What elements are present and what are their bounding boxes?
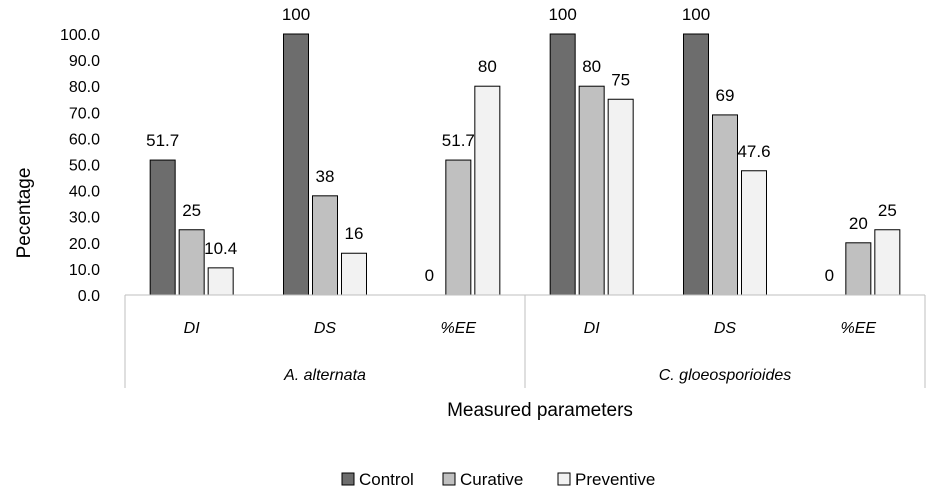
- bar-control-0: [149, 159, 176, 296]
- data-label-preventive-4: 47.6: [737, 142, 770, 161]
- data-label-control-5: 0: [825, 266, 834, 285]
- bar-preventive-0: [207, 267, 234, 296]
- legend-swatch-curative: [442, 472, 456, 486]
- x-category-label: DI: [184, 320, 201, 337]
- data-label-preventive-1: 16: [345, 224, 364, 243]
- x-category-label: DS: [314, 320, 337, 337]
- bar-control-4: [683, 33, 709, 296]
- y-tick-label: 10.0: [69, 262, 100, 279]
- data-label-preventive-0: 10.4: [204, 239, 237, 258]
- y-tick-label: 20.0: [69, 236, 100, 253]
- x-group-label: C. gloeosporioides: [659, 367, 792, 384]
- y-tick-label: 50.0: [69, 158, 100, 175]
- y-tick-label: 80.0: [69, 79, 100, 96]
- x-category-label: DI: [584, 320, 601, 337]
- bar-curative-3: [578, 85, 605, 296]
- bar-curative-5: [845, 242, 872, 296]
- bar-control-1: [283, 33, 309, 296]
- y-tick-label: 60.0: [69, 131, 100, 148]
- legend-swatch-control: [341, 472, 355, 486]
- data-label-curative-1: 38: [316, 167, 335, 186]
- data-label-curative-2: 51.7: [442, 131, 475, 150]
- bar-curative-0: [178, 229, 205, 296]
- bar-preventive-2: [474, 85, 501, 296]
- bar-preventive-1: [341, 252, 367, 296]
- bar-curative-1: [312, 195, 338, 296]
- data-label-control-4: 100: [682, 5, 710, 24]
- x-category-label: DS: [714, 320, 737, 337]
- y-axis-ticks: 0.0 10.0 20.0 30.0 40.0 50.0 60.0 70.0 80.0 90.0 1…: [60, 27, 100, 305]
- data-label-control-0: 51.7: [146, 131, 179, 150]
- bar-control-3: [549, 33, 576, 296]
- legend-label-curative: Curative: [460, 470, 523, 489]
- x-axis: DI DS %EE DI DS %EE A. alternata C. gloeosporio…: [124, 294, 926, 388]
- y-tick-label: 40.0: [69, 184, 100, 201]
- data-label-curative-0: 25: [182, 201, 201, 220]
- data-label-curative-3: 80: [582, 57, 601, 76]
- legend-label-preventive: Preventive: [575, 470, 655, 489]
- x-axis-title: Measured parameters: [447, 400, 633, 421]
- y-tick-label: 70.0: [69, 105, 100, 122]
- x-category-label: %EE: [441, 320, 477, 337]
- bar-preventive-3: [607, 98, 634, 296]
- legend-label-control: Control: [359, 470, 414, 489]
- bar-curative-4: [712, 114, 738, 296]
- data-label-control-2: 0: [425, 266, 434, 285]
- bar-curative-2: [445, 159, 472, 296]
- y-tick-label: 90.0: [69, 53, 100, 70]
- data-label-preventive-3: 75: [611, 70, 630, 89]
- x-group-label: A. alternata: [283, 367, 366, 384]
- data-labels: 51.7 100 0 100 100 0 25 38 51.7 80 69 20 10.4 16 80 75 4…: [146, 5, 897, 285]
- bar-preventive-4: [741, 170, 767, 296]
- data-label-preventive-5: 25: [878, 201, 897, 220]
- y-tick-label: 30.0: [69, 210, 100, 227]
- data-label-curative-5: 20: [849, 214, 868, 233]
- bars: [149, 33, 901, 296]
- x-category-label: %EE: [841, 320, 877, 337]
- legend: Control Curative Preventive: [341, 470, 655, 489]
- data-label-curative-4: 69: [716, 86, 735, 105]
- data-label-preventive-2: 80: [478, 57, 497, 76]
- y-tick-label: 100.0: [60, 27, 100, 44]
- y-tick-label: 0.0: [78, 288, 100, 305]
- data-label-control-1: 100: [282, 5, 310, 24]
- bar-preventive-5: [874, 229, 901, 296]
- legend-swatch-preventive: [557, 472, 571, 486]
- data-label-control-3: 100: [548, 5, 576, 24]
- y-axis-title: Pecentage: [14, 168, 35, 259]
